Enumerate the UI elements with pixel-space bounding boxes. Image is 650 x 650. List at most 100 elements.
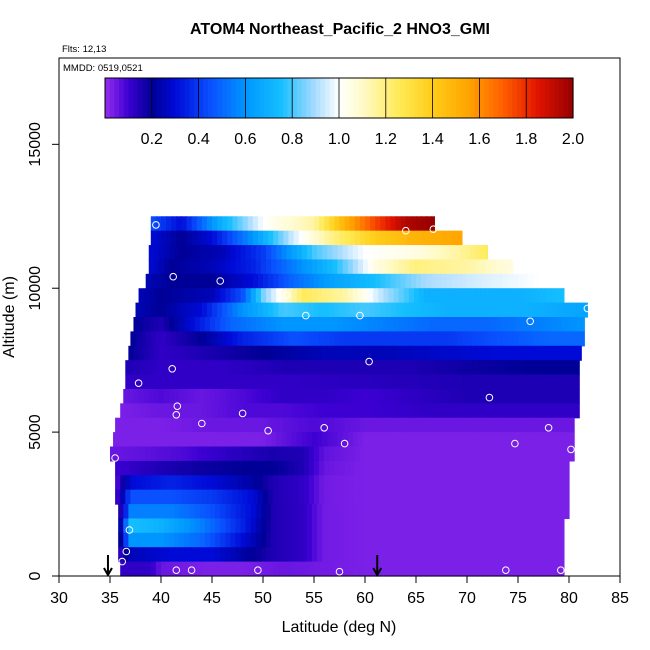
- heatmap-cell: [378, 504, 384, 520]
- x-tick-label: 45: [203, 590, 221, 607]
- heatmap-cell: [439, 518, 446, 534]
- heatmap-cell: [332, 532, 339, 548]
- observation-point: [544, 424, 553, 432]
- heatmap-cell: [179, 518, 186, 534]
- heatmap-cell: [276, 245, 282, 261]
- heatmap-cell: [405, 374, 412, 390]
- heatmap-cell: [283, 460, 290, 476]
- heatmap-cell: [260, 388, 267, 404]
- heatmap-cell: [263, 360, 269, 376]
- heatmap-cell: [128, 532, 135, 548]
- heatmap-cell: [500, 317, 507, 332]
- heatmap-cell: [410, 374, 417, 390]
- heatmap-cell: [176, 403, 182, 419]
- heatmap-cell: [395, 446, 402, 462]
- heatmap-cell: [403, 288, 410, 304]
- heatmap-cell: [311, 245, 318, 261]
- heatmap-cell: [298, 230, 305, 246]
- heatmap-cell: [472, 403, 478, 419]
- heatmap-cell: [222, 230, 228, 246]
- heatmap-cell: [403, 547, 410, 563]
- heatmap-cell: [359, 460, 366, 476]
- heatmap-cell: [441, 489, 448, 505]
- heatmap-cell: [359, 302, 366, 318]
- heatmap-cell: [150, 216, 157, 232]
- heatmap-cell: [281, 245, 288, 261]
- heatmap-cell: [390, 273, 397, 289]
- heatmap-cell: [477, 360, 483, 376]
- heatmap-cell: [546, 317, 553, 332]
- heatmap-cell: [470, 532, 476, 548]
- heatmap-cell: [135, 417, 142, 433]
- heatmap-cell: [395, 403, 402, 419]
- heatmap-cell: [293, 460, 300, 476]
- heatmap-cell: [518, 374, 524, 390]
- heatmap-cell: [436, 446, 443, 462]
- colorbar-segment: [558, 78, 565, 118]
- heatmap-cell: [206, 475, 213, 491]
- heatmap-cell: [375, 302, 381, 318]
- colorbar-tick-label: 0.6: [234, 131, 256, 148]
- heatmap-cell: [528, 475, 534, 491]
- heatmap-cell: [171, 302, 177, 318]
- heatmap-cell: [395, 273, 402, 289]
- colorbar-segment: [362, 78, 368, 118]
- heatmap-cell: [247, 446, 254, 462]
- heatmap-cell: [451, 230, 458, 246]
- heatmap-cell: [566, 432, 573, 448]
- heatmap-cell: [459, 432, 466, 448]
- heatmap-cell: [441, 446, 448, 462]
- heatmap-cell: [237, 374, 244, 390]
- heatmap-cell: [296, 259, 303, 275]
- heatmap-cell: [176, 417, 182, 433]
- heatmap-cell: [308, 273, 315, 289]
- heatmap-cell: [413, 245, 420, 261]
- heatmap-cell: [181, 302, 188, 318]
- heatmap-cell: [470, 345, 476, 361]
- heatmap-cell: [528, 446, 534, 462]
- heatmap-cell: [470, 432, 476, 448]
- heatmap-cell: [252, 446, 259, 462]
- heatmap-cell: [472, 446, 478, 462]
- heatmap-cell: [250, 245, 257, 261]
- heatmap-cell: [286, 532, 293, 548]
- heatmap-cell: [201, 360, 208, 376]
- heatmap-cell: [276, 547, 282, 563]
- heatmap-cell: [266, 245, 272, 261]
- heatmap-cell: [523, 489, 529, 505]
- heatmap-cell: [150, 475, 157, 491]
- heatmap-cell: [145, 561, 152, 577]
- heatmap-cell: [536, 432, 543, 448]
- heatmap-cell: [354, 417, 361, 433]
- y-tick-label: 15000: [27, 122, 44, 167]
- heatmap-cell: [293, 403, 300, 419]
- heatmap-cell: [217, 446, 223, 462]
- heatmap-cell: [314, 374, 320, 390]
- heatmap-cell: [186, 302, 193, 318]
- heatmap-cell: [296, 504, 303, 520]
- heatmap-cell: [115, 475, 121, 491]
- colorbar-segment: [535, 78, 541, 118]
- heatmap-cell: [257, 374, 264, 390]
- heatmap-cell: [306, 532, 313, 548]
- colorbar-segment: [296, 78, 303, 118]
- heatmap-cell: [472, 417, 478, 433]
- heatmap-cell: [125, 489, 131, 505]
- heatmap-cell: [298, 446, 305, 462]
- heatmap-cell: [308, 230, 315, 246]
- heatmap-cell: [538, 489, 545, 505]
- heatmap-cell: [237, 460, 244, 476]
- heatmap-cell: [339, 374, 346, 390]
- heatmap-cell: [298, 302, 305, 318]
- heatmap-cell: [546, 504, 553, 520]
- heatmap-cell: [480, 288, 486, 304]
- heatmap-cell: [301, 317, 308, 332]
- heatmap-cell: [507, 561, 514, 577]
- heatmap-cell: [334, 302, 341, 318]
- heatmap-cell: [477, 403, 483, 419]
- heatmap-cell: [456, 561, 463, 577]
- heatmap-cell: [449, 345, 456, 361]
- heatmap-cell: [446, 230, 453, 246]
- heatmap-cell: [245, 388, 252, 404]
- heatmap-cell: [413, 547, 420, 563]
